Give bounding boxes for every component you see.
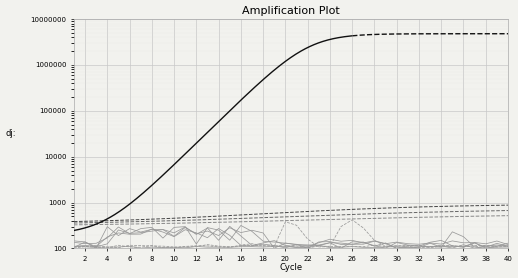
Y-axis label: dj:: dj: [6, 129, 16, 138]
X-axis label: Cycle: Cycle [279, 264, 303, 272]
Title: Amplification Plot: Amplification Plot [242, 6, 340, 16]
